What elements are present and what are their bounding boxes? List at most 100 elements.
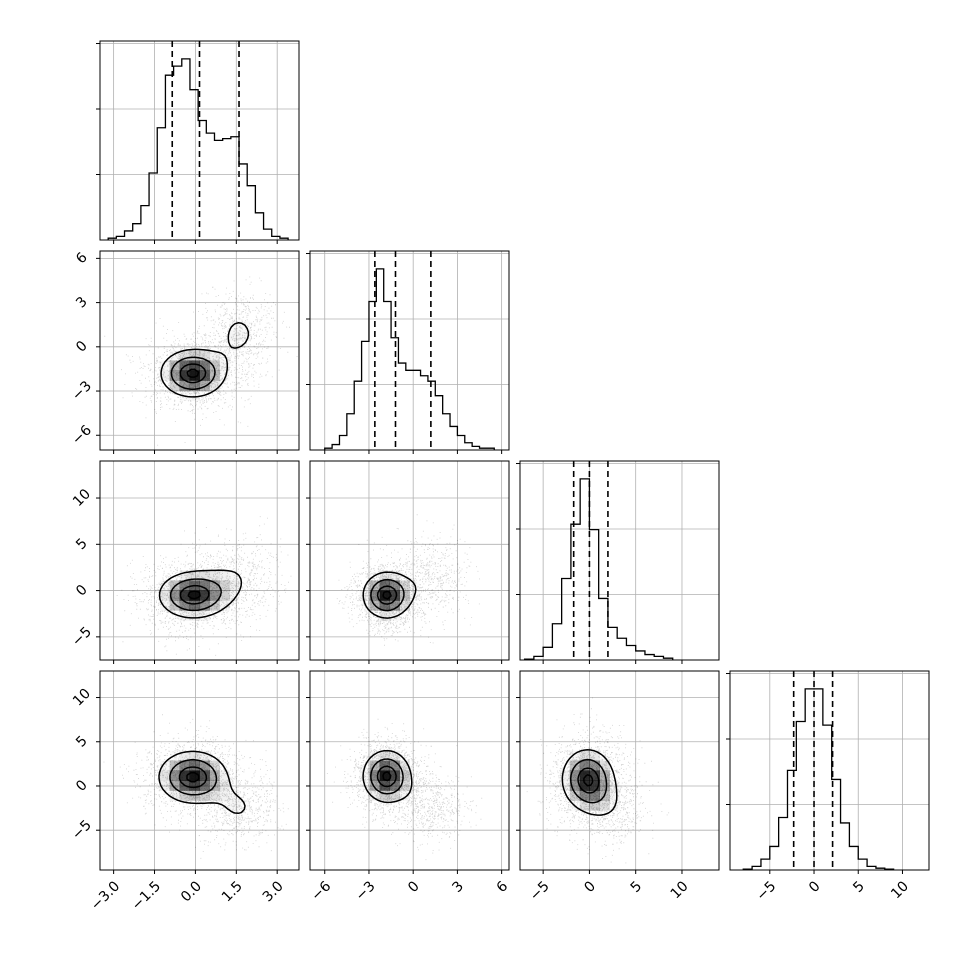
density-cell [179, 370, 190, 381]
x-tick-label: 10 [888, 878, 912, 902]
x-tick-label: 6 [494, 878, 512, 896]
x-tick-label: −3 [353, 878, 379, 904]
density-cell [369, 790, 381, 801]
scatter-panel-2-1: −6 −3 0 3 6 [69, 250, 300, 454]
density-cell [379, 770, 390, 781]
density-cell [589, 750, 600, 761]
density-cell [569, 770, 581, 781]
density-cell [189, 750, 200, 761]
contour-line [376, 765, 397, 788]
density-cell [579, 760, 591, 771]
x-tick-label: 0.0 [178, 878, 205, 905]
density-cell [389, 600, 400, 611]
density-cell [169, 770, 180, 781]
density-cell [189, 370, 200, 381]
y-tick-label: 0 [73, 582, 91, 600]
histogram-panel-3 [516, 460, 720, 664]
density-cell [389, 780, 400, 791]
density-cell [379, 750, 390, 761]
density-cell [179, 750, 190, 761]
density-cell [199, 380, 210, 391]
density-cell [589, 780, 600, 791]
density-cell [219, 600, 230, 611]
density-cell [579, 800, 591, 811]
density-cell [209, 380, 220, 391]
density-cell [199, 760, 210, 771]
x-tick-label: −3.0 [88, 878, 123, 913]
x-tick-label: −1.5 [129, 878, 164, 913]
density-cell [199, 350, 210, 361]
y-tick-label: −6 [69, 422, 95, 448]
axes-frame-3-1 [99, 460, 300, 661]
density-cell [189, 350, 200, 361]
scatter-panel-4-2: −6 −3 0 3 6 [306, 670, 512, 904]
panel-content [100, 251, 299, 450]
density-cell [199, 610, 210, 621]
contour-line [179, 363, 207, 384]
density-cell [379, 570, 390, 581]
y-tick-label: 0 [73, 777, 91, 795]
density-cell [189, 610, 200, 621]
density-cell [169, 590, 180, 601]
contour-line [370, 758, 404, 795]
scatter-panel-4-3: −5 0 5 10 [516, 670, 720, 904]
density-cell [179, 580, 190, 591]
density-cell [389, 610, 400, 621]
scatter-panel-3-2 [306, 460, 510, 664]
density-cell [399, 590, 410, 601]
density-cell [359, 770, 371, 781]
x-tick-label: 0 [581, 878, 599, 896]
contour-line [382, 771, 392, 782]
x-tick-label: −6 [308, 878, 334, 904]
density-cell [219, 580, 230, 591]
density-cell [179, 610, 190, 621]
density-cell [189, 360, 200, 371]
density-cell [189, 570, 200, 581]
density-cell [559, 770, 571, 781]
density-cell [399, 770, 410, 781]
density-cell [169, 780, 180, 791]
y-tick-label: −5 [69, 624, 95, 650]
density-cell [369, 770, 381, 781]
contour-line [376, 585, 398, 605]
contour-line [583, 774, 594, 787]
contour-line [158, 569, 243, 619]
axes-frame-1-1 [99, 40, 300, 241]
density-cell [179, 590, 190, 601]
y-tick-label: 5 [73, 733, 91, 751]
contour-line [370, 578, 405, 612]
axes-frame-4-2 [309, 670, 510, 871]
density-cell [189, 590, 200, 601]
contour-line [158, 750, 246, 815]
panel-content [310, 671, 509, 870]
density-cell [399, 580, 410, 591]
y-tick-label: 6 [73, 250, 91, 268]
density-cell [229, 790, 239, 800]
density-cell [199, 750, 210, 761]
x-tick-label: −5 [754, 878, 780, 904]
scatter-panel-4-1: −5 0 5 10 −3.0 −1.5 0.0 1.5 3.0 [69, 670, 300, 914]
contour-line [186, 771, 200, 783]
density-cell [389, 590, 400, 601]
panel-content [520, 671, 719, 870]
histogram-panel-4: −5 0 5 10 [726, 670, 930, 904]
y-tick-label: 3 [73, 294, 91, 312]
x-tick-label: 5 [850, 878, 868, 896]
density-cell [610, 780, 620, 790]
axes-frame-4-4 [729, 670, 930, 871]
contour-line [577, 767, 600, 794]
density-cell [379, 760, 390, 771]
density-cell [569, 790, 581, 801]
contour-line [362, 571, 417, 619]
density-cell [219, 780, 230, 791]
density-cell [199, 790, 210, 801]
density-cell [599, 760, 610, 771]
density-cell [599, 800, 610, 811]
density-cell [189, 770, 200, 781]
x-tick-label: −5 [527, 878, 553, 904]
contour-line [561, 749, 618, 816]
x-tick-label: 5 [628, 878, 646, 896]
density-cell [559, 780, 571, 791]
density-cell [599, 780, 610, 791]
density-cell [179, 350, 190, 361]
